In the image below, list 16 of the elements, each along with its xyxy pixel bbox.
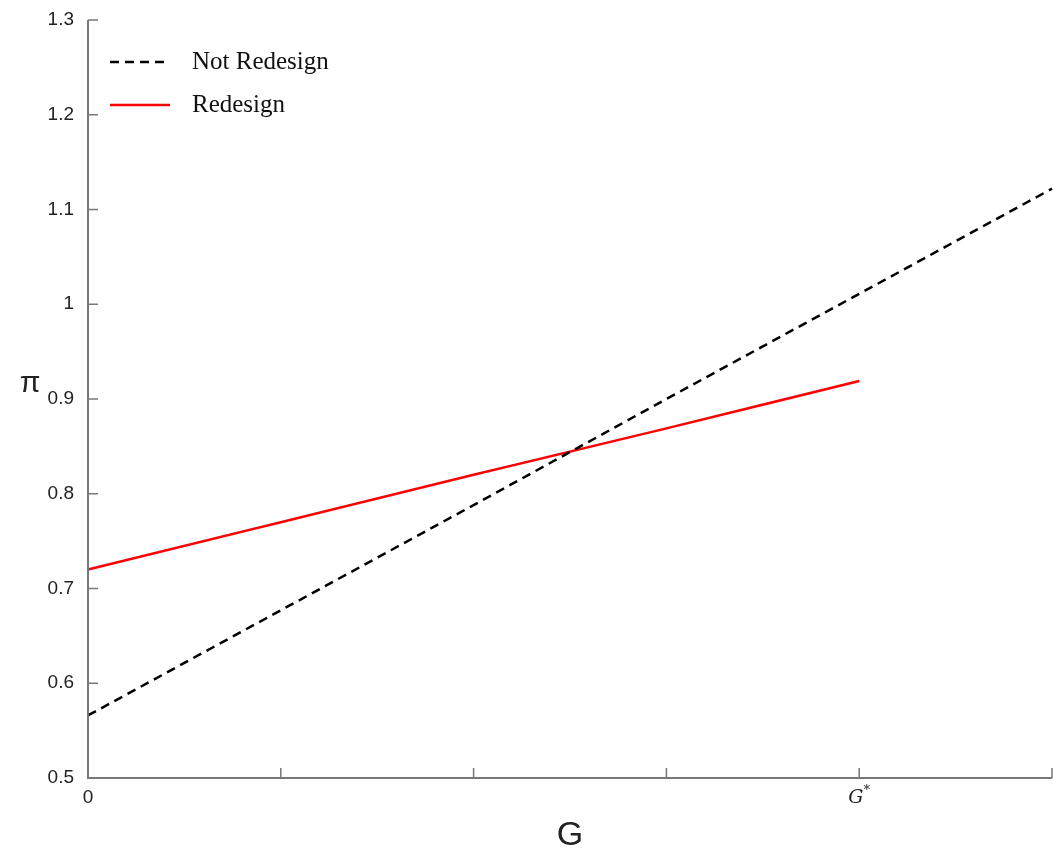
y-axis-title: π <box>19 365 41 399</box>
y-tick-label: 0.6 <box>47 671 74 693</box>
y-tick-label: 0.7 <box>47 576 74 598</box>
y-tick-label: 1.3 <box>47 8 74 30</box>
legend-label: Not Redesign <box>192 46 330 74</box>
x-tick-label: G* <box>848 781 871 807</box>
y-tick-label: 0.9 <box>47 387 74 409</box>
x-axis-title: G <box>556 814 584 853</box>
x-tick-label: 0 <box>82 786 94 808</box>
y-tick-label: 1.2 <box>47 102 74 124</box>
y-tick-label: 0.5 <box>47 766 74 788</box>
y-tick-label: 1 <box>63 292 74 314</box>
line-series <box>86 187 1054 717</box>
y-tick-label: 1.1 <box>47 197 74 219</box>
y-tick-label: 0.8 <box>47 481 74 503</box>
legend-label: Redesign <box>192 89 286 117</box>
